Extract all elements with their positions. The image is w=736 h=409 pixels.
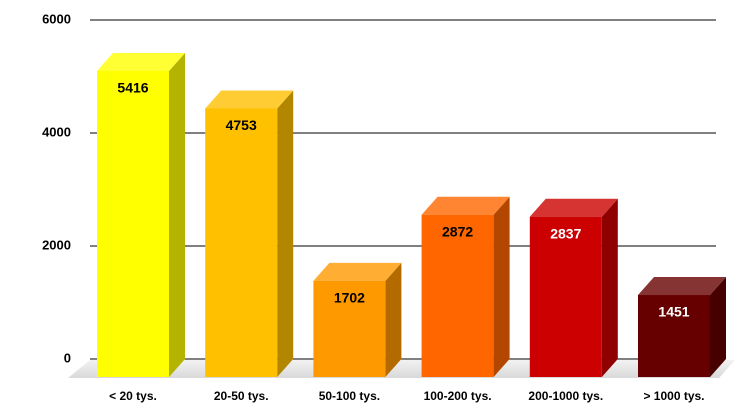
bar-top (313, 262, 402, 281)
value-label: 1702 (334, 290, 365, 306)
bar (313, 262, 402, 377)
x-tick-label: 200-1000 tys. (528, 389, 603, 403)
bar (638, 277, 726, 377)
bar (421, 196, 510, 377)
value-label: 1451 (658, 304, 689, 320)
bar (205, 90, 294, 377)
bar-side (385, 262, 402, 377)
y-tick-label: 4000 (42, 124, 71, 139)
bar-top (529, 198, 618, 217)
bar-front (313, 280, 386, 377)
bar-top (421, 196, 510, 215)
y-tick-label: 2000 (42, 237, 71, 252)
bar-front (97, 70, 169, 377)
x-tick-label: > 1000 tys. (643, 389, 704, 403)
bar-top (638, 277, 726, 296)
bar-front (205, 108, 278, 377)
bar (529, 198, 618, 377)
value-label: 5416 (117, 80, 148, 96)
x-tick-label: 20-50 tys. (214, 389, 269, 403)
x-tick-label: 100-200 tys. (424, 389, 492, 403)
bar-side (277, 90, 294, 377)
x-tick-label: 50-100 tys. (319, 389, 380, 403)
y-tick-label: 0 (64, 350, 71, 365)
bar-front (638, 295, 710, 377)
y-tick-label: 6000 (42, 11, 71, 26)
bar-side (169, 52, 185, 377)
bar-side (601, 198, 618, 377)
bar-front (421, 214, 494, 377)
bar (97, 52, 185, 377)
bar-side (710, 277, 726, 377)
bar-top (205, 90, 294, 109)
value-label: 2837 (550, 225, 581, 241)
bar-front (529, 216, 602, 377)
bar-top (97, 52, 185, 71)
bar-side (493, 196, 510, 377)
x-tick-label: < 20 tys. (109, 389, 157, 403)
value-label: 2872 (442, 223, 473, 239)
value-label: 4753 (226, 117, 257, 133)
